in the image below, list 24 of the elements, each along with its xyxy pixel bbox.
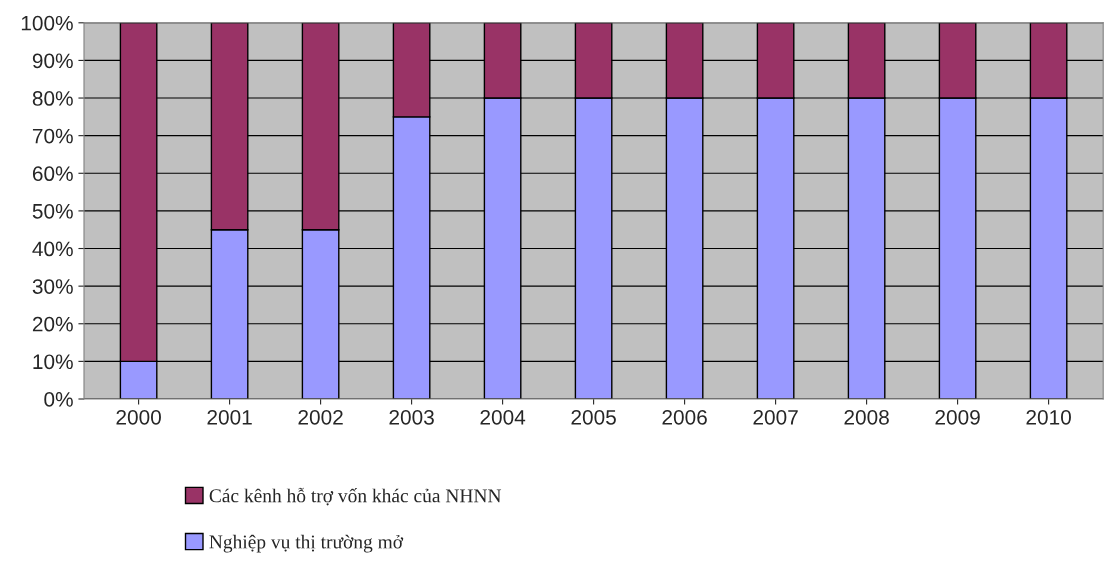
y-tick-label: 60% <box>32 166 73 182</box>
y-tick-label: 40% <box>32 241 73 257</box>
legend-label: Nghiệp vụ thị trường mở <box>209 534 404 553</box>
y-tick-label: 100% <box>21 15 73 31</box>
x-tick-label: 2005 <box>571 409 616 425</box>
x-tick-label: 2007 <box>753 409 798 425</box>
y-tick-label: 80% <box>32 91 73 106</box>
y-tick-label: 30% <box>32 279 73 294</box>
x-tick-label: 2002 <box>298 409 343 425</box>
y-tick-label: 0% <box>44 392 73 407</box>
x-tick-label: 2001 <box>207 409 252 425</box>
y-tick-label: 70% <box>32 128 73 144</box>
y-tick-label: 10% <box>33 354 73 370</box>
x-tick-label: 2003 <box>389 409 434 425</box>
x-tick-label: 2009 <box>935 409 980 425</box>
y-tick-label: 90% <box>32 53 73 69</box>
x-tick-label: 2006 <box>662 409 707 425</box>
legend-label: Các kênh hỗ trợ vốn khác của NHNN <box>209 487 502 506</box>
x-tick-label: 2008 <box>844 409 889 425</box>
y-tick-label: 50% <box>32 203 73 219</box>
x-tick-label: 2000 <box>116 409 161 425</box>
x-tick-label: 2004 <box>480 409 526 425</box>
x-tick-label: 2010 <box>1026 409 1071 425</box>
y-tick-label: 20% <box>32 316 73 332</box>
